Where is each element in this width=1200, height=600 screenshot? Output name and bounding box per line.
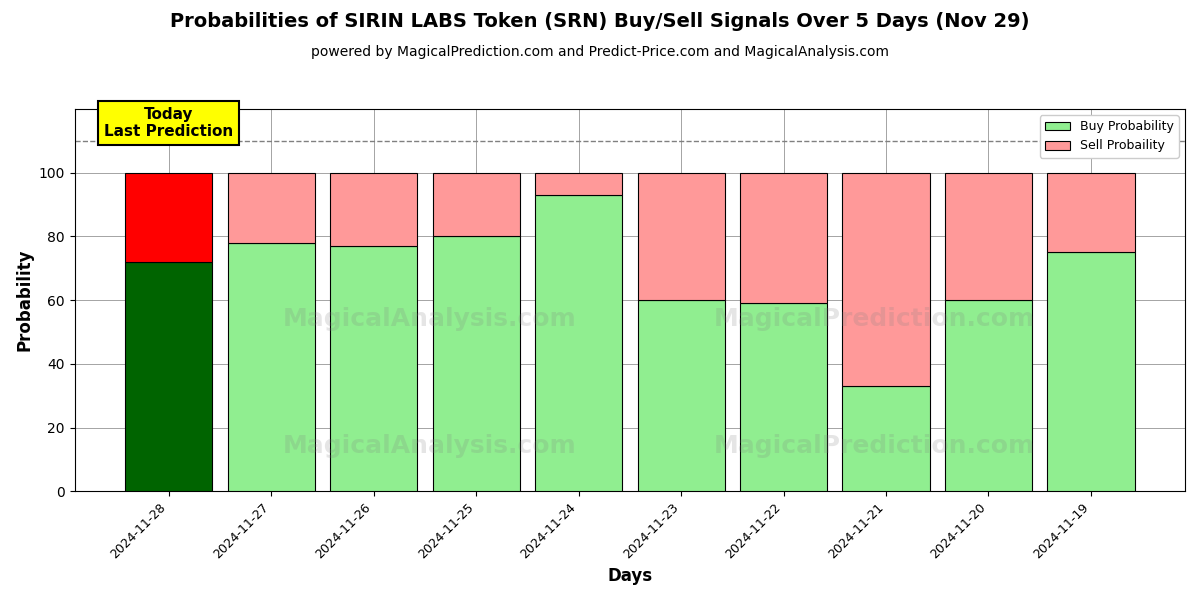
Bar — [228, 243, 314, 491]
Text: MagicalAnalysis.com: MagicalAnalysis.com — [283, 307, 577, 331]
Text: Today
Last Prediction: Today Last Prediction — [104, 107, 233, 139]
Bar — [330, 173, 418, 246]
Bar — [842, 173, 930, 386]
Bar — [125, 173, 212, 262]
Legend: Buy Probability, Sell Probaility: Buy Probability, Sell Probaility — [1040, 115, 1178, 157]
Bar — [1048, 173, 1134, 253]
Bar — [944, 300, 1032, 491]
Y-axis label: Probability: Probability — [16, 249, 34, 352]
Bar — [432, 236, 520, 491]
Text: Probabilities of SIRIN LABS Token (SRN) Buy/Sell Signals Over 5 Days (Nov 29): Probabilities of SIRIN LABS Token (SRN) … — [170, 12, 1030, 31]
Bar — [637, 300, 725, 491]
Bar — [637, 173, 725, 300]
Text: MagicalPrediction.com: MagicalPrediction.com — [714, 434, 1034, 458]
Bar — [228, 173, 314, 243]
Bar — [432, 173, 520, 236]
Bar — [330, 246, 418, 491]
X-axis label: Days: Days — [607, 567, 653, 585]
Text: powered by MagicalPrediction.com and Predict-Price.com and MagicalAnalysis.com: powered by MagicalPrediction.com and Pre… — [311, 45, 889, 59]
Bar — [535, 195, 622, 491]
Bar — [740, 173, 827, 304]
Bar — [535, 173, 622, 195]
Bar — [740, 304, 827, 491]
Text: MagicalAnalysis.com: MagicalAnalysis.com — [283, 434, 577, 458]
Bar — [1048, 253, 1134, 491]
Bar — [842, 386, 930, 491]
Text: MagicalPrediction.com: MagicalPrediction.com — [714, 307, 1034, 331]
Bar — [125, 262, 212, 491]
Bar — [944, 173, 1032, 300]
